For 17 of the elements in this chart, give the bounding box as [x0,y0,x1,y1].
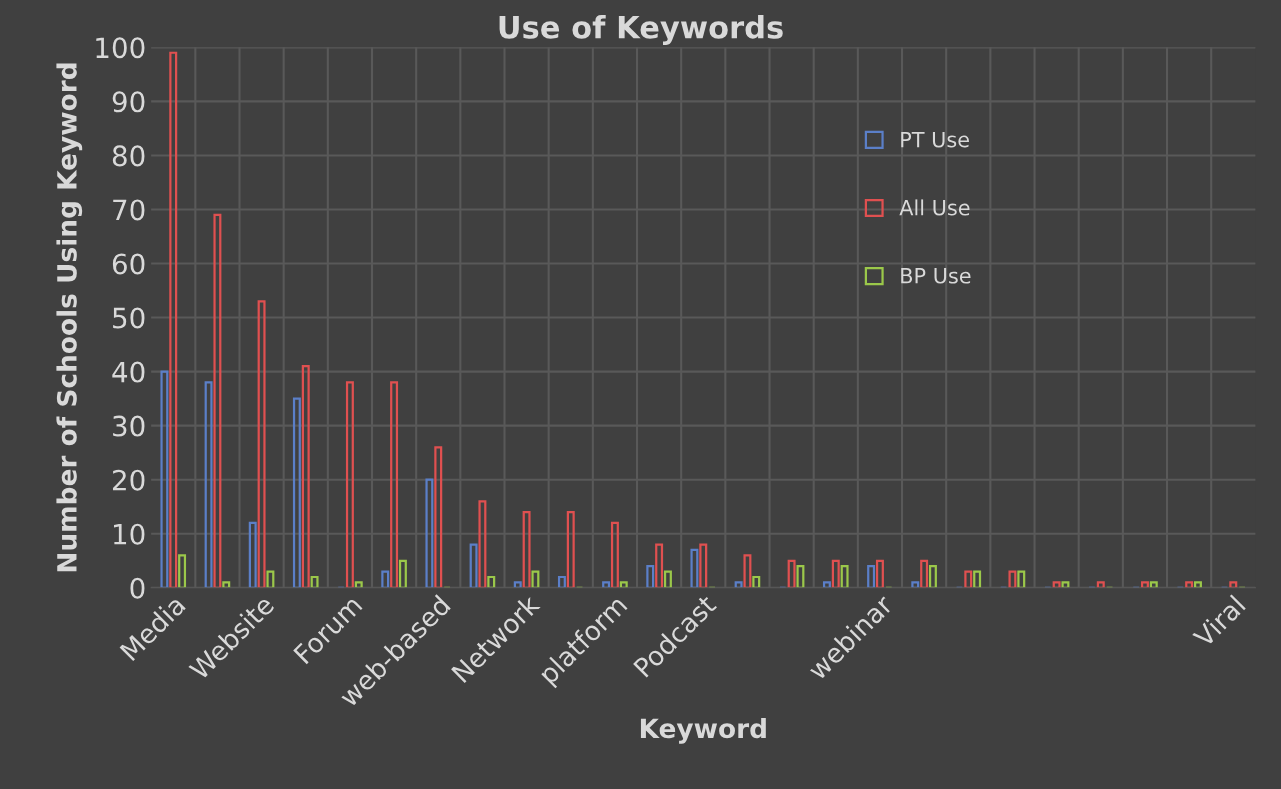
y-tick-label: 20 [112,469,145,491]
y-tick-label: 80 [112,145,145,167]
y-tick-label: 70 [113,199,145,221]
legend-label: BP Use [901,268,971,284]
chart-title: Use of Keywords [499,15,783,45]
y-tick-label: 50 [113,307,145,329]
y-tick-label: 40 [112,361,145,383]
legend-label: All Use [899,199,970,216]
y-tick-label: 30 [113,415,145,437]
y-axis-title: Number of Schools Using Keyword [56,63,83,572]
y-tick-label: 100 [96,37,145,59]
y-tick-label: 60 [112,253,145,275]
y-tick-label: 0 [130,577,145,599]
y-tick-label: 90 [112,91,145,113]
legend-label: PT Use [901,131,969,148]
x-axis-title: Keyword [640,717,766,744]
y-tick-label: 10 [114,523,145,545]
